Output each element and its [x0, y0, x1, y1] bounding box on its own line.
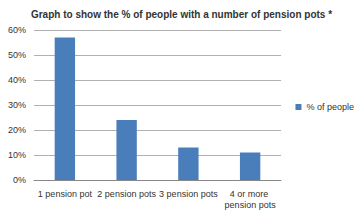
svg-text:20%: 20% — [8, 125, 26, 135]
svg-text:Graph to show the % of people: Graph to show the % of people with a num… — [31, 9, 332, 20]
svg-text:3 pension pots: 3 pension pots — [159, 189, 218, 199]
svg-text:0%: 0% — [13, 175, 26, 185]
svg-text:50%: 50% — [8, 50, 26, 60]
svg-text:2 pension pots: 2 pension pots — [97, 189, 156, 199]
svg-text:% of people: % of people — [306, 102, 354, 112]
svg-text:40%: 40% — [8, 75, 26, 85]
svg-text:10%: 10% — [8, 150, 26, 160]
svg-text:pension pots: pension pots — [225, 200, 277, 210]
svg-text:30%: 30% — [8, 100, 26, 110]
svg-text:60%: 60% — [8, 25, 26, 35]
svg-text:4 or more: 4 or more — [230, 189, 271, 199]
svg-text:1 pension pot: 1 pension pot — [38, 189, 93, 199]
